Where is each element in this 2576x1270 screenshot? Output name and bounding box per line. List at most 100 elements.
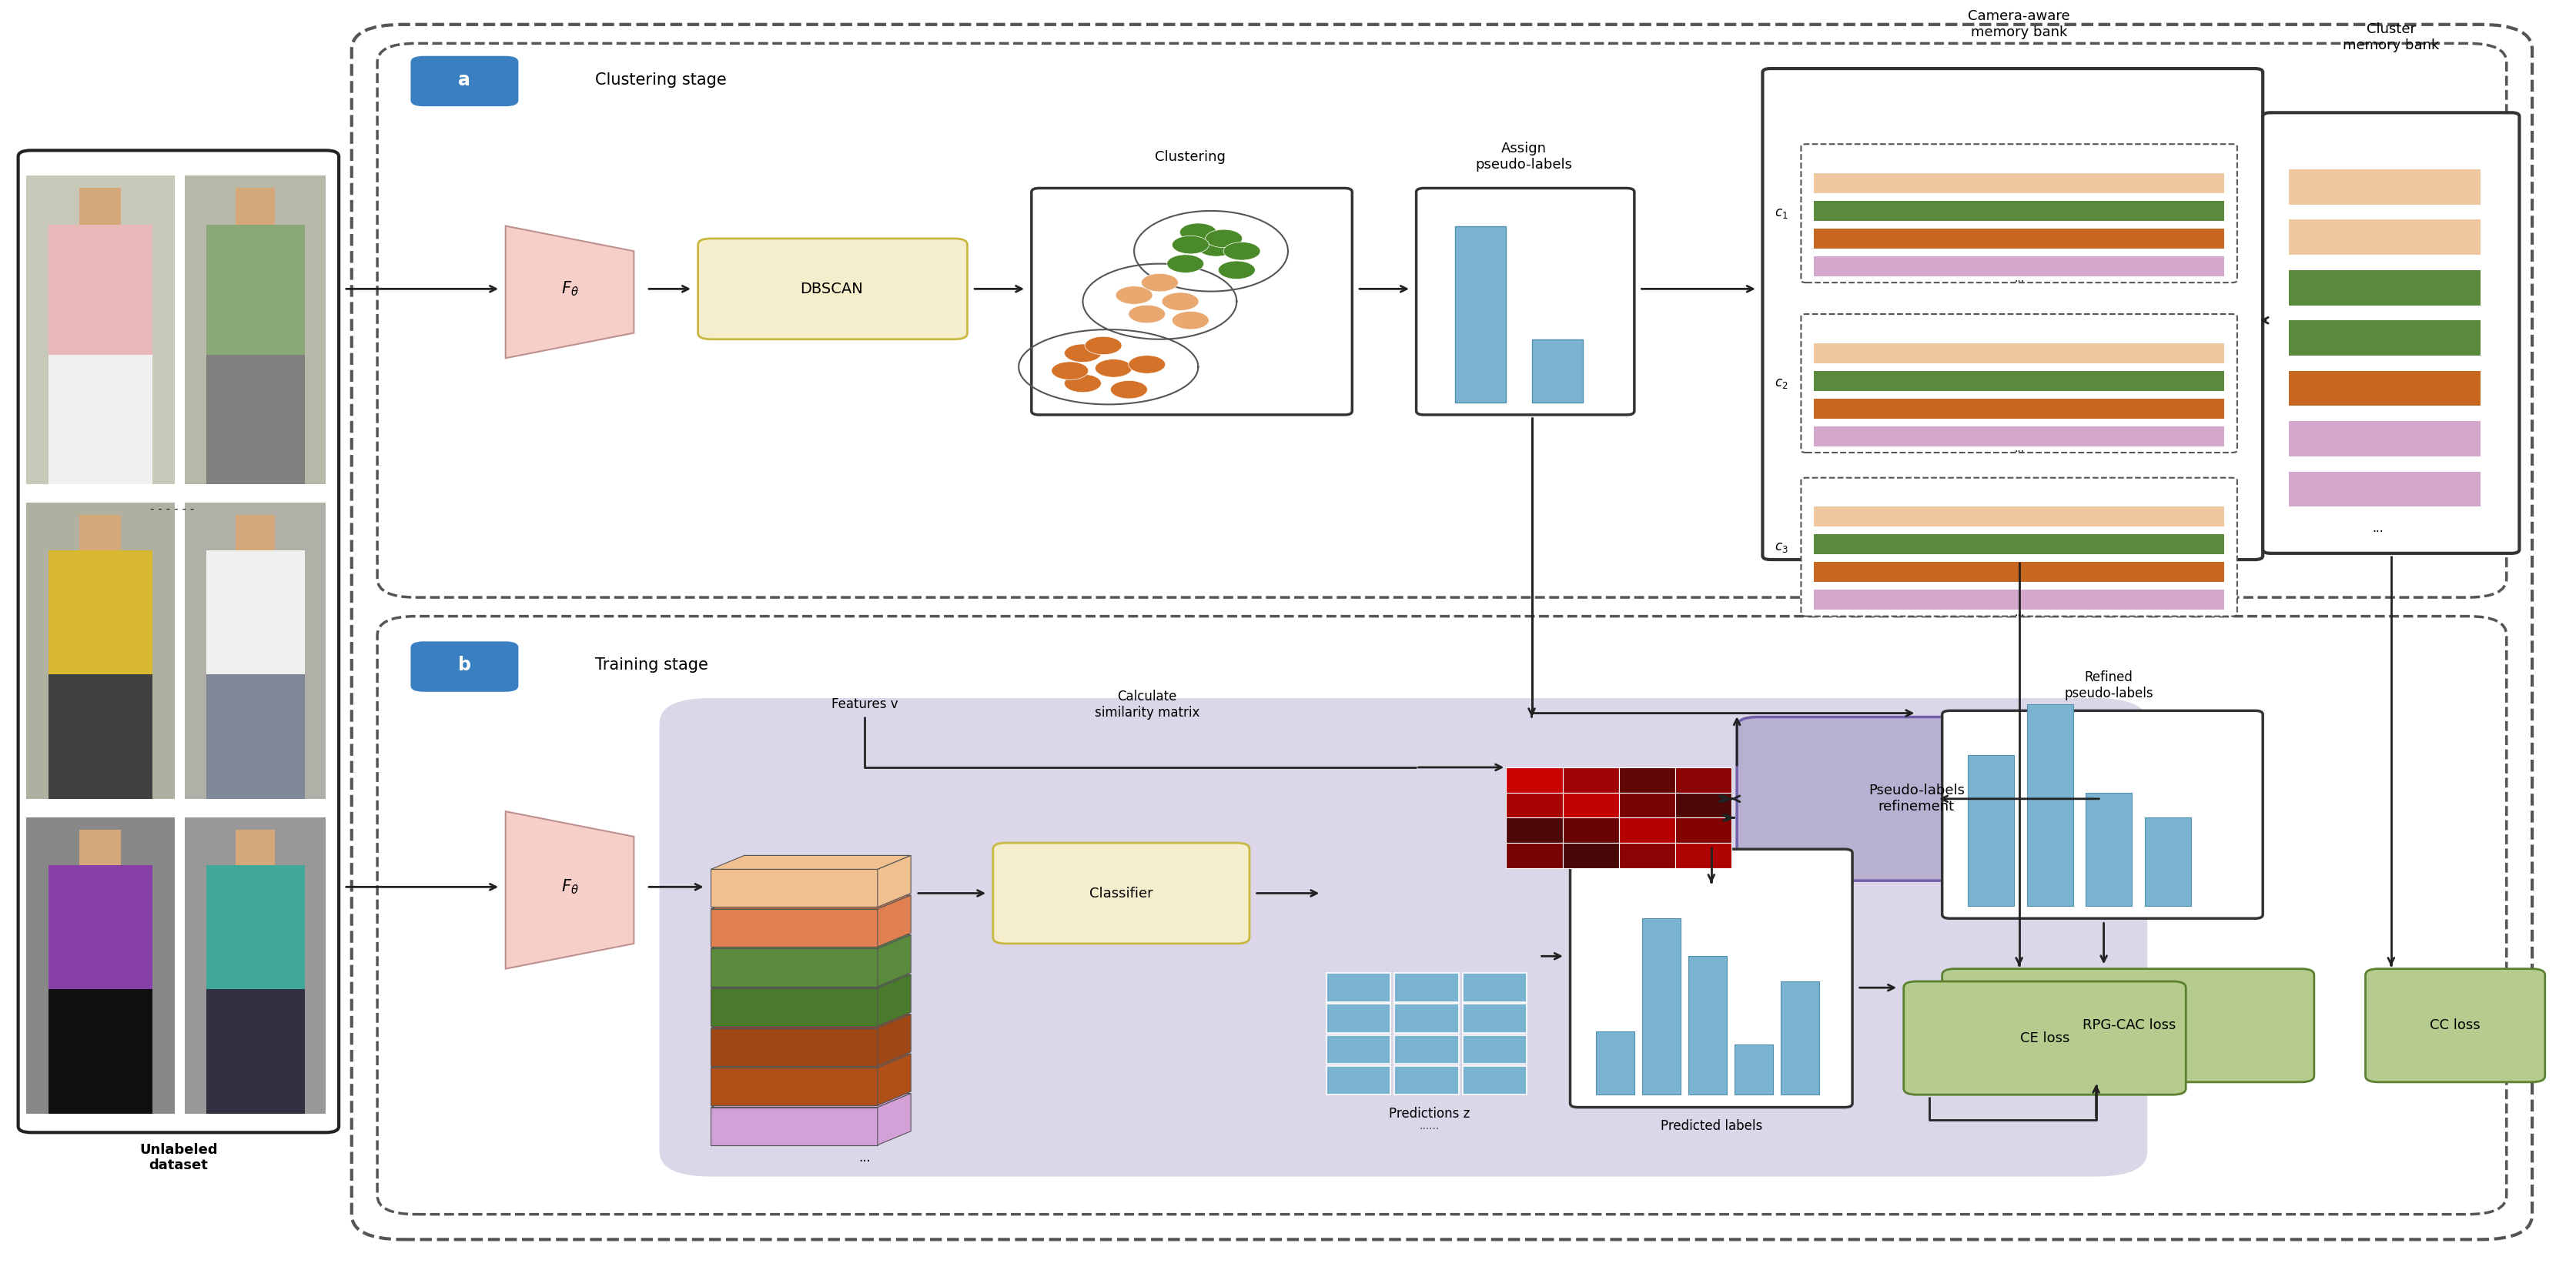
Bar	[1968, 754, 2014, 906]
FancyBboxPatch shape	[410, 56, 518, 107]
FancyBboxPatch shape	[1571, 850, 1852, 1107]
Polygon shape	[711, 935, 912, 949]
Bar	[1814, 343, 2223, 363]
FancyBboxPatch shape	[1762, 69, 2262, 560]
Bar	[2287, 422, 2481, 456]
Bar	[49, 674, 152, 799]
Bar	[2287, 220, 2481, 255]
FancyBboxPatch shape	[1801, 144, 2236, 283]
FancyBboxPatch shape	[2365, 969, 2545, 1082]
FancyBboxPatch shape	[1417, 188, 1633, 415]
Polygon shape	[711, 974, 912, 988]
Text: Cluster
memory bank: Cluster memory bank	[2342, 22, 2439, 52]
Polygon shape	[711, 1054, 912, 1068]
Text: Predicted labels: Predicted labels	[1662, 1119, 1762, 1133]
Bar	[711, 1107, 878, 1146]
Bar	[49, 354, 152, 484]
Bar	[1507, 792, 1564, 818]
Text: $c_3$: $c_3$	[1775, 540, 1788, 554]
Bar	[206, 674, 304, 799]
Bar	[237, 514, 276, 550]
Bar	[185, 503, 327, 799]
Bar	[206, 989, 304, 1114]
Text: Calculate
similarity matrix: Calculate similarity matrix	[1095, 690, 1200, 719]
Bar	[711, 909, 878, 946]
Polygon shape	[878, 1015, 912, 1066]
Bar	[1618, 792, 1674, 818]
Polygon shape	[505, 812, 634, 969]
Bar	[1394, 1066, 1458, 1095]
Bar	[711, 949, 878, 987]
Polygon shape	[878, 895, 912, 946]
Bar	[1463, 1005, 1528, 1033]
Bar	[1814, 535, 2223, 555]
FancyBboxPatch shape	[1030, 188, 1352, 415]
Polygon shape	[878, 1054, 912, 1105]
Bar	[206, 865, 304, 989]
Bar	[1618, 767, 1674, 792]
FancyBboxPatch shape	[1942, 969, 2313, 1082]
Bar	[1327, 1035, 1391, 1064]
Bar	[237, 829, 276, 865]
Circle shape	[1141, 273, 1177, 292]
Circle shape	[1206, 230, 1242, 248]
FancyBboxPatch shape	[1942, 711, 2262, 918]
Text: ...: ...	[2014, 607, 2025, 618]
Circle shape	[1084, 337, 1121, 354]
Bar	[49, 865, 152, 989]
Bar	[1564, 818, 1618, 843]
Bar	[1618, 818, 1674, 843]
Bar	[237, 188, 276, 225]
Bar	[1674, 767, 1731, 792]
Text: Clustering stage: Clustering stage	[595, 72, 726, 88]
Bar	[26, 818, 175, 1114]
Bar	[1814, 399, 2223, 419]
Text: $F_\theta$: $F_\theta$	[562, 279, 580, 298]
Bar	[26, 503, 175, 799]
Bar	[2287, 371, 2481, 406]
Bar	[1814, 201, 2223, 221]
Bar	[2146, 818, 2192, 906]
Bar	[1533, 339, 1584, 403]
Polygon shape	[711, 895, 912, 909]
Bar	[1394, 973, 1458, 1002]
Bar	[2287, 320, 2481, 356]
Circle shape	[1064, 344, 1103, 362]
Text: RPG-CAC loss: RPG-CAC loss	[2084, 1019, 2177, 1033]
Circle shape	[1064, 375, 1103, 392]
Polygon shape	[878, 1093, 912, 1146]
Text: Pseudo-labels
refinement: Pseudo-labels refinement	[1868, 784, 1965, 814]
FancyBboxPatch shape	[659, 698, 2148, 1176]
FancyBboxPatch shape	[410, 641, 518, 692]
Circle shape	[1172, 236, 1208, 254]
Bar	[711, 1068, 878, 1105]
Bar	[2287, 471, 2481, 507]
Bar	[1814, 229, 2223, 249]
Text: Predictions z: Predictions z	[1388, 1106, 1471, 1120]
Text: ...: ...	[2014, 443, 2025, 455]
Polygon shape	[711, 856, 912, 869]
Bar	[1674, 792, 1731, 818]
Circle shape	[1095, 359, 1131, 377]
Circle shape	[1110, 381, 1146, 399]
Bar	[1564, 792, 1618, 818]
Circle shape	[1167, 255, 1203, 273]
Text: - - - - - -: - - - - - -	[149, 503, 193, 516]
Bar	[1327, 1005, 1391, 1033]
Bar	[49, 225, 152, 354]
Text: Unlabeled
dataset: Unlabeled dataset	[139, 1143, 216, 1172]
FancyBboxPatch shape	[1736, 718, 2097, 880]
Bar	[206, 225, 304, 354]
Bar	[1463, 973, 1528, 1002]
Bar	[1455, 226, 1507, 403]
Text: $F_\theta$: $F_\theta$	[562, 878, 580, 897]
Text: Assign
pseudo-labels: Assign pseudo-labels	[1476, 142, 1571, 171]
Bar	[1674, 818, 1731, 843]
Bar	[2087, 792, 2133, 906]
Text: Training stage: Training stage	[595, 658, 708, 673]
Bar	[1394, 1035, 1458, 1064]
Text: $c_1$: $c_1$	[1775, 207, 1788, 220]
Bar	[1597, 1031, 1633, 1095]
Bar	[1327, 973, 1391, 1002]
Bar	[80, 188, 121, 225]
